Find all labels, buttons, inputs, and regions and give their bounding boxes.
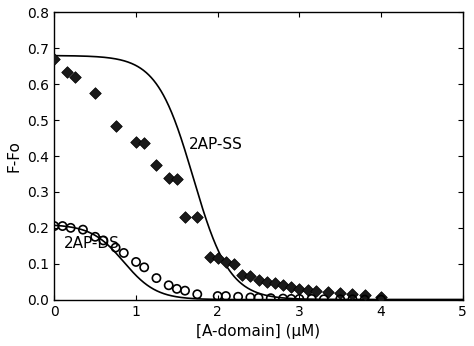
Point	[112, 245, 119, 251]
Point	[173, 176, 181, 182]
Point	[304, 287, 311, 292]
Point	[222, 259, 229, 265]
Point	[263, 279, 271, 284]
Point	[337, 297, 344, 302]
Point	[140, 265, 148, 270]
Point	[132, 139, 140, 144]
Point	[214, 256, 221, 261]
Point	[255, 295, 262, 301]
Point	[100, 238, 107, 243]
Point	[238, 272, 246, 277]
Point	[349, 297, 356, 302]
Point	[287, 296, 295, 302]
Point	[230, 261, 238, 266]
Point	[246, 274, 254, 279]
Point	[279, 283, 287, 288]
Point	[255, 277, 262, 283]
Point	[349, 291, 356, 297]
Point	[165, 175, 173, 180]
Point	[132, 259, 140, 265]
Point	[279, 296, 287, 301]
Point	[91, 234, 99, 239]
Point	[320, 297, 328, 302]
X-axis label: [A-domain] (μM): [A-domain] (μM)	[196, 324, 320, 339]
Point	[91, 90, 99, 96]
Point	[337, 290, 344, 296]
Point	[377, 294, 385, 300]
Point	[214, 293, 221, 299]
Point	[173, 286, 181, 292]
Point	[296, 296, 303, 302]
Point	[271, 281, 279, 286]
Point	[361, 297, 368, 302]
Point	[234, 294, 242, 300]
Point	[222, 293, 229, 299]
Y-axis label: F-Fo: F-Fo	[7, 140, 22, 172]
Point	[59, 223, 66, 229]
Point	[287, 284, 295, 290]
Point	[63, 69, 71, 74]
Point	[51, 56, 58, 62]
Point	[153, 275, 160, 281]
Point	[324, 289, 332, 294]
Point	[193, 214, 201, 220]
Point	[308, 296, 315, 302]
Point	[140, 141, 148, 146]
Point	[267, 295, 274, 301]
Point	[246, 295, 254, 300]
Point	[51, 223, 58, 229]
Point	[120, 250, 128, 256]
Point	[193, 291, 201, 297]
Point	[377, 297, 385, 302]
Point	[206, 254, 213, 260]
Point	[165, 283, 173, 288]
Point	[153, 162, 160, 168]
Text: 2AP-SS: 2AP-SS	[189, 137, 243, 152]
Point	[79, 227, 87, 233]
Point	[71, 74, 79, 80]
Text: 2AP-DS: 2AP-DS	[64, 236, 120, 251]
Point	[312, 288, 319, 293]
Point	[181, 288, 189, 293]
Point	[112, 123, 119, 128]
Point	[181, 214, 189, 220]
Point	[67, 225, 74, 230]
Point	[296, 286, 303, 292]
Point	[361, 293, 368, 298]
